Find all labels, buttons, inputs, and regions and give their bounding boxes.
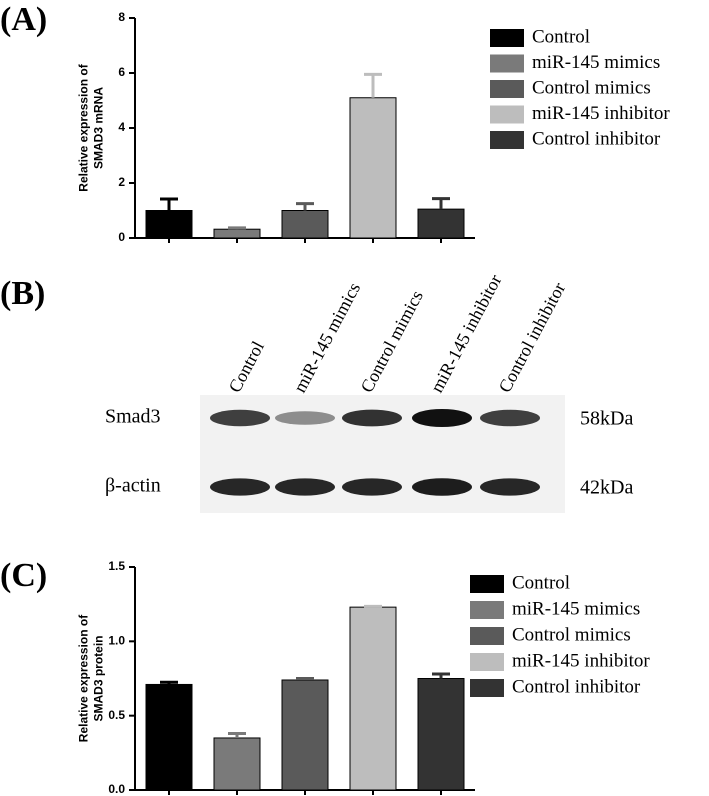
panel-label: (A) [0,1,47,38]
panel-label: (C) [0,557,47,594]
y-tick-label: 1.5 [108,559,125,573]
y-axis-label: Relative expression of [77,63,91,191]
lane-label: miR-145 inhibitor [427,271,506,396]
blot-band [275,411,335,425]
legend-label: Control [532,26,590,47]
blot-band [342,478,402,496]
bar [145,210,193,239]
y-tick-label: 8 [118,10,125,24]
panel-label: (B) [0,275,45,312]
legend-label: Control mimics [512,624,631,645]
bar [281,210,329,239]
legend-label: Control mimics [532,77,651,98]
legend-swatch [470,653,504,671]
legend-swatch [490,29,524,47]
lane-label: Control mimics [357,287,427,396]
error-bar [364,604,382,608]
y-tick-label: 1.0 [108,634,125,648]
bar [213,228,261,239]
legend-label: miR-145 inhibitor [532,103,670,124]
bar [417,678,465,791]
legend-label: Control [512,572,570,593]
blot-band [210,409,270,427]
legend-label: Control inhibitor [532,128,661,149]
size-label: 42kDa [580,477,633,499]
y-tick-label: 6 [118,65,125,79]
legend-swatch [470,575,504,593]
blot-band [342,409,402,427]
legend-label: Control inhibitor [512,676,641,697]
error-bar [432,672,450,679]
error-bar [228,732,246,738]
legend-swatch [490,80,524,98]
blot-band [210,478,270,496]
legend-swatch [470,601,504,619]
legend-swatch [490,105,524,124]
y-axis-label: SMAD3 protein [92,635,106,721]
y-tick-label: 0 [118,230,125,244]
y-tick-label: 2 [118,175,125,189]
blot-band [275,478,335,496]
lane-label: miR-145 mimics [290,279,365,396]
bar [417,208,465,239]
legend-label: miR-145 mimics [532,52,660,73]
lane-label: Control [225,338,268,396]
legend-label: miR-145 inhibitor [512,650,650,671]
error-bar [296,202,314,211]
lane-label: Control inhibitor [495,279,570,396]
bar [349,606,397,791]
y-axis-label: SMAD3 mRNA [92,87,106,169]
y-tick-label: 4 [118,120,125,134]
error-bar [432,197,450,210]
bar [145,683,193,791]
legend-swatch [470,627,504,645]
y-tick-label: 0.5 [108,708,125,722]
bar [213,737,261,791]
blot-band [480,478,540,496]
y-tick-label: 0.0 [108,782,125,796]
blot-band [412,409,472,427]
y-axis-label: Relative expression of [77,614,91,742]
bar [349,97,397,239]
legend-swatch [470,679,504,697]
legend-swatch [490,54,524,73]
error-bar [296,677,314,680]
legend-label: miR-145 mimics [512,598,640,619]
error-bar [160,680,178,685]
bar [281,679,329,791]
error-bar [160,197,178,211]
blot-band [412,478,472,496]
row-label: Smad3 [105,406,161,428]
error-bar [364,72,382,98]
error-bar [228,226,246,230]
row-label: β-actin [105,475,161,497]
legend-swatch [490,131,524,149]
blot-band [480,409,540,427]
size-label: 58kDa [580,408,633,430]
